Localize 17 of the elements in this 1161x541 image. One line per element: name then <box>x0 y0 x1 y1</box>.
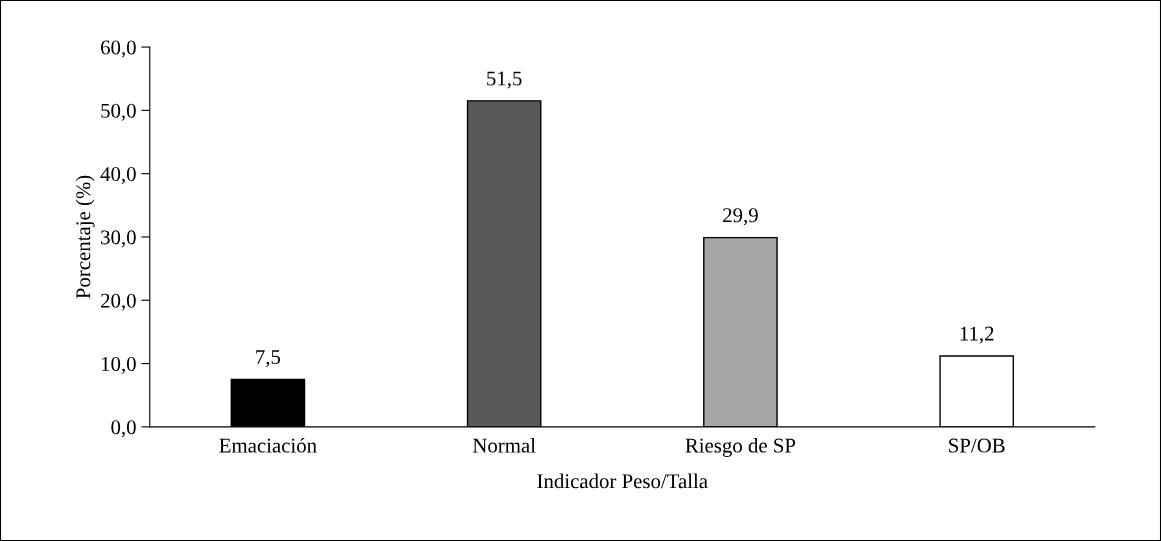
data-label: 7,5 <box>256 350 281 368</box>
data-label: 11,2 <box>960 326 994 344</box>
y-axis-title: Porcentaje (%) <box>75 175 95 299</box>
data-label: 51,5 <box>487 71 522 89</box>
y-tick-label: 40,0 <box>100 167 136 185</box>
data-label: 29,9 <box>723 208 758 226</box>
y-tick-label: 30,0 <box>101 230 136 248</box>
x-tick-label: SP/OB <box>949 438 1005 453</box>
x-tick-label: Normal <box>472 437 536 453</box>
x-axis-title: Indicador Peso/Talla <box>537 473 708 489</box>
x-tick-label: Riesgo de SP <box>685 437 796 457</box>
y-tick-label: 60,0 <box>101 40 136 58</box>
y-tick-label: 20,0 <box>101 293 136 311</box>
x-tick-label: Emaciación <box>219 437 317 453</box>
y-tick-label: 0,0 <box>111 420 136 438</box>
y-tick-label: 10,0 <box>101 356 136 374</box>
y-tick-label: 50,0 <box>101 103 136 121</box>
